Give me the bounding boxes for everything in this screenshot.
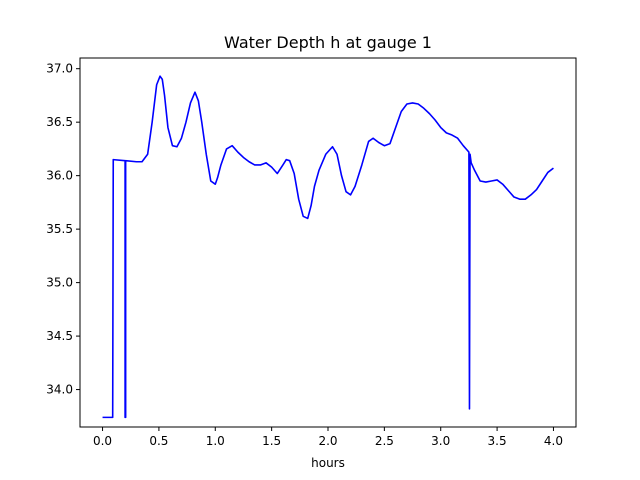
y-tick-label: 37.0 <box>46 62 73 76</box>
y-tick-label: 36.0 <box>46 169 73 183</box>
y-tick-label: 35.5 <box>46 222 73 236</box>
x-tick-label: 4.0 <box>544 434 563 448</box>
x-axis-label: hours <box>311 456 345 470</box>
x-tick-label: 2.0 <box>318 434 337 448</box>
x-axis: 0.0 0.5 1.0 1.5 2.0 2.5 3.0 3.5 4.0 <box>93 427 563 448</box>
y-axis: 34.0 34.5 35.0 35.5 36.0 36.5 37.0 <box>46 62 80 397</box>
chart-title: Water Depth h at gauge 1 <box>224 33 432 52</box>
x-tick-label: 0.0 <box>93 434 112 448</box>
y-tick-label: 35.0 <box>46 276 73 290</box>
series-line-0 <box>102 75 554 419</box>
y-tick-label: 34.0 <box>46 383 73 397</box>
plot-area <box>102 75 554 419</box>
x-tick-label: 3.5 <box>488 434 507 448</box>
x-tick-label: 3.0 <box>431 434 450 448</box>
x-tick-label: 0.5 <box>149 434 168 448</box>
y-tick-label: 34.5 <box>46 329 73 343</box>
y-tick-label: 36.5 <box>46 115 73 129</box>
x-tick-label: 1.5 <box>262 434 281 448</box>
x-tick-label: 2.5 <box>375 434 394 448</box>
x-tick-label: 1.0 <box>206 434 225 448</box>
